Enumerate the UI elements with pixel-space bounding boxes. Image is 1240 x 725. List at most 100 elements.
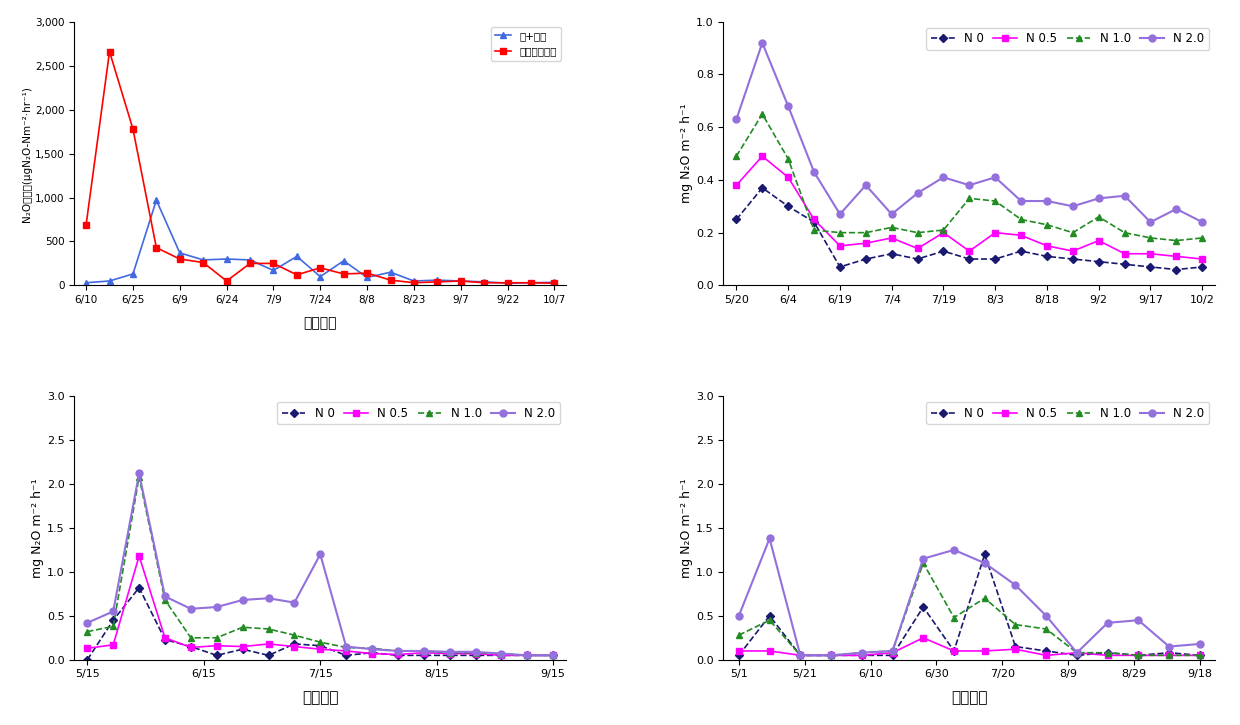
N 1.0 <box>417 647 432 655</box>
N 2.0 <box>823 651 838 660</box>
N 2.0 <box>79 618 94 627</box>
N 2.0 <box>763 534 777 543</box>
N 0.5 <box>1100 651 1115 660</box>
N 1.0 <box>1091 212 1106 221</box>
N 1.0 <box>1069 648 1084 657</box>
N 2.0 <box>417 647 432 655</box>
N 2.0 <box>105 607 120 616</box>
N 1.0 <box>105 622 120 631</box>
Legend: N 0, N 0.5, N 1.0, N 2.0: N 0, N 0.5, N 1.0, N 2.0 <box>277 402 560 424</box>
N 0.5 <box>443 650 458 658</box>
N 0.5 <box>910 244 925 253</box>
N 0.5 <box>962 247 977 255</box>
N 1.0 <box>312 638 327 647</box>
N 1.0 <box>1039 220 1054 229</box>
N 0 <box>1100 648 1115 657</box>
N 0 <box>79 655 94 664</box>
N 0 <box>417 651 432 660</box>
N 1.0 <box>365 644 379 652</box>
N 0 <box>936 247 951 255</box>
N 2.0 <box>1065 202 1080 211</box>
N 1.0 <box>823 651 838 660</box>
N 1.0 <box>1162 651 1177 660</box>
N 0 <box>729 215 744 224</box>
Line: N 1.0: N 1.0 <box>84 474 556 658</box>
N 0.5 <box>546 651 560 660</box>
고추포함자여 <box>243 259 258 268</box>
N 2.0 <box>792 651 807 660</box>
고추포함자여 <box>125 125 140 133</box>
N 1.0 <box>79 627 94 636</box>
Legend: N 0, N 0.5, N 1.0, N 2.0: N 0, N 0.5, N 1.0, N 2.0 <box>926 402 1209 424</box>
N 0 <box>184 642 198 651</box>
N 0 <box>1131 651 1146 660</box>
N 1.0 <box>1013 215 1028 224</box>
N 0.5 <box>339 647 353 655</box>
N 0.5 <box>286 642 301 651</box>
N 2.0 <box>910 188 925 197</box>
고추포함자여 <box>523 278 538 287</box>
N 0 <box>962 254 977 263</box>
Line: N 0.5: N 0.5 <box>737 635 1203 658</box>
N 0.5 <box>1065 247 1080 255</box>
X-axis label: 조사시기: 조사시기 <box>303 691 339 705</box>
N 0 <box>1039 252 1054 261</box>
N 1.0 <box>391 647 405 655</box>
고추포함자여 <box>430 278 445 286</box>
N 1.0 <box>1131 651 1146 660</box>
N 2.0 <box>832 210 847 218</box>
N 1.0 <box>1008 621 1023 629</box>
무+측간 <box>149 196 164 204</box>
고추포함자여 <box>383 276 398 284</box>
N 0.5 <box>1162 651 1177 660</box>
N 2.0 <box>1039 196 1054 205</box>
N 1.0 <box>443 648 458 657</box>
N 2.0 <box>1162 642 1177 651</box>
N 2.0 <box>781 102 796 110</box>
N 2.0 <box>1169 204 1184 213</box>
N 0 <box>1091 257 1106 266</box>
N 0 <box>236 645 250 653</box>
N 2.0 <box>262 594 277 602</box>
N 0 <box>988 254 1003 263</box>
무+측간 <box>360 273 374 282</box>
N 2.0 <box>806 167 821 176</box>
고추포함자여 <box>289 270 304 279</box>
무+측간 <box>500 279 515 288</box>
N 0.5 <box>763 647 777 655</box>
N 1.0 <box>781 154 796 163</box>
무+측간 <box>430 276 445 284</box>
N 1.0 <box>916 559 931 568</box>
N 0.5 <box>236 642 250 651</box>
N 2.0 <box>854 648 869 657</box>
N 2.0 <box>732 611 746 620</box>
N 2.0 <box>755 38 770 47</box>
N 0 <box>910 254 925 263</box>
N 0.5 <box>936 228 951 237</box>
N 1.0 <box>732 631 746 639</box>
N 1.0 <box>729 152 744 160</box>
고추포함자여 <box>196 258 211 267</box>
N 1.0 <box>131 473 146 481</box>
Y-axis label: mg N₂O m⁻² h⁻¹: mg N₂O m⁻² h⁻¹ <box>681 104 693 204</box>
N 0 <box>792 651 807 660</box>
무+측간 <box>407 277 422 286</box>
N 0.5 <box>823 651 838 660</box>
Line: N 2.0: N 2.0 <box>733 39 1205 225</box>
N 1.0 <box>832 228 847 237</box>
N 1.0 <box>792 651 807 660</box>
N 0.5 <box>854 651 869 660</box>
N 0.5 <box>946 647 961 655</box>
Y-axis label: mg N₂O m⁻² h⁻¹: mg N₂O m⁻² h⁻¹ <box>31 478 45 578</box>
N 0.5 <box>262 639 277 648</box>
N 0 <box>858 254 873 263</box>
Line: N 1.0: N 1.0 <box>737 560 1203 658</box>
N 0.5 <box>1195 254 1210 263</box>
N 1.0 <box>962 194 977 203</box>
N 0.5 <box>417 648 432 657</box>
고추포함자여 <box>312 263 327 272</box>
N 0.5 <box>1131 651 1146 660</box>
N 0 <box>806 218 821 226</box>
N 1.0 <box>1039 625 1054 634</box>
N 2.0 <box>1143 218 1158 226</box>
